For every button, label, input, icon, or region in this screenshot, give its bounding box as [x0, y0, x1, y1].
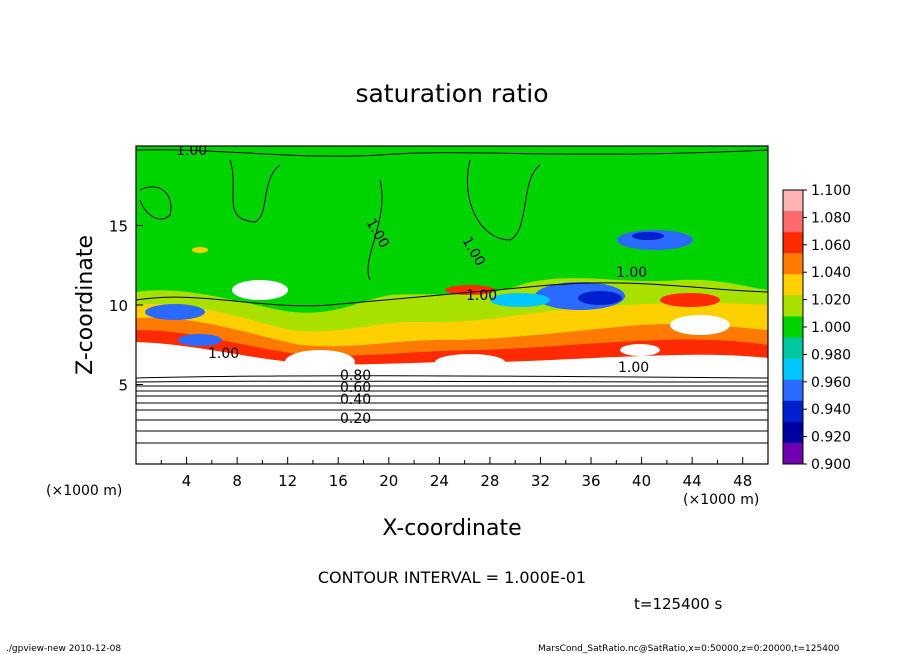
x-tick-label: 40 — [632, 472, 651, 490]
colorbar-label: 1.020 — [811, 293, 851, 309]
colorbar-label: 1.000 — [811, 320, 851, 336]
x-tick-label: 44 — [683, 472, 702, 490]
x-tick-label: 20 — [379, 472, 398, 490]
contour-label: 1.00 — [616, 265, 647, 281]
contour-label: 1.00 — [176, 143, 207, 159]
colorbar-label: 0.960 — [811, 375, 851, 391]
x-tick-label: 28 — [480, 472, 499, 490]
colorbar-label: 0.920 — [811, 430, 851, 446]
colorbar-swatch — [783, 421, 803, 444]
x-tick-label: 48 — [733, 472, 752, 490]
y-tick-label: 5 — [118, 377, 128, 395]
colorbar-swatch — [783, 295, 803, 317]
colorbar-swatch — [783, 274, 803, 296]
contour-label: 0.20 — [340, 411, 371, 427]
colorbar-label: 0.980 — [811, 347, 851, 363]
contour-lines — [136, 149, 768, 444]
x-tick-label: 16 — [329, 472, 348, 490]
y-unit-label: (×1000 m) — [46, 483, 122, 499]
x-tick-label: 32 — [531, 472, 550, 490]
x-unit-label: (×1000 m) — [683, 492, 759, 508]
x-tick-label: 8 — [232, 472, 242, 490]
chart-title: saturation ratio — [355, 79, 548, 108]
plot-area: 1.00 1.00 1.00 1.00 1.00 1.00 1.00 0.80 … — [136, 143, 768, 464]
colorbar-label: 1.040 — [811, 265, 851, 281]
colorbar-swatch — [783, 379, 803, 402]
x-axis: 4 8 12 16 20 24 28 32 36 40 44 48 — [160, 457, 752, 490]
y-tick-label: 15 — [109, 218, 128, 236]
y-tick-label: 10 — [109, 297, 128, 315]
contour-label: 1.00 — [466, 288, 497, 304]
x-tick-label: 36 — [581, 472, 600, 490]
colorbar-swatch — [783, 400, 803, 423]
time-label: t=125400 s — [634, 595, 722, 613]
contour-labels: 1.00 1.00 1.00 1.00 1.00 1.00 1.00 0.80 … — [176, 143, 649, 427]
colorbar-swatch — [783, 442, 803, 465]
subsaturated-layer — [136, 372, 768, 464]
colorbar-swatch — [783, 337, 803, 360]
colorbar: 1.100 1.080 1.060 1.040 1.020 1.000 0.980 0.960… — [782, 183, 851, 473]
x-axis-label: X-coordinate — [382, 516, 521, 541]
contour-label: 0.40 — [340, 392, 371, 408]
contour-label: 0.80 — [340, 368, 371, 384]
colorbar-swatch — [783, 358, 803, 381]
y-axis: 5 10 15 — [109, 218, 143, 395]
colorbar-label: 0.940 — [811, 402, 851, 418]
contour-label: 0.60 — [340, 380, 371, 396]
x-tick-label: 12 — [278, 472, 297, 490]
contour-label: 1.00 — [618, 360, 649, 376]
colorbar-swatch — [783, 211, 803, 233]
colorbar-swatch — [783, 253, 803, 275]
colorbar-swatch — [783, 190, 803, 212]
colorbar-label: 1.060 — [811, 238, 851, 254]
colorbar-label: 1.100 — [811, 183, 851, 199]
colorbar-label: 1.080 — [811, 210, 851, 226]
x-tick-label: 4 — [182, 472, 192, 490]
footer-left: ./gpview-new 2010-12-08 — [6, 644, 121, 654]
contour-interval: CONTOUR INTERVAL = 1.000E-01 — [318, 568, 586, 587]
footer-right: MarsCond_SatRatio.nc@SatRatio,x=0:50000,… — [538, 644, 840, 654]
contour-label: 1.00 — [208, 346, 239, 362]
colorbar-label: 0.900 — [811, 457, 851, 473]
y-axis-label: Z-coordinate — [73, 235, 98, 375]
x-tick-label: 24 — [430, 472, 449, 490]
colorbar-swatch — [783, 232, 803, 254]
saturation-blobs — [136, 230, 768, 374]
colorbar-swatch — [783, 316, 803, 339]
